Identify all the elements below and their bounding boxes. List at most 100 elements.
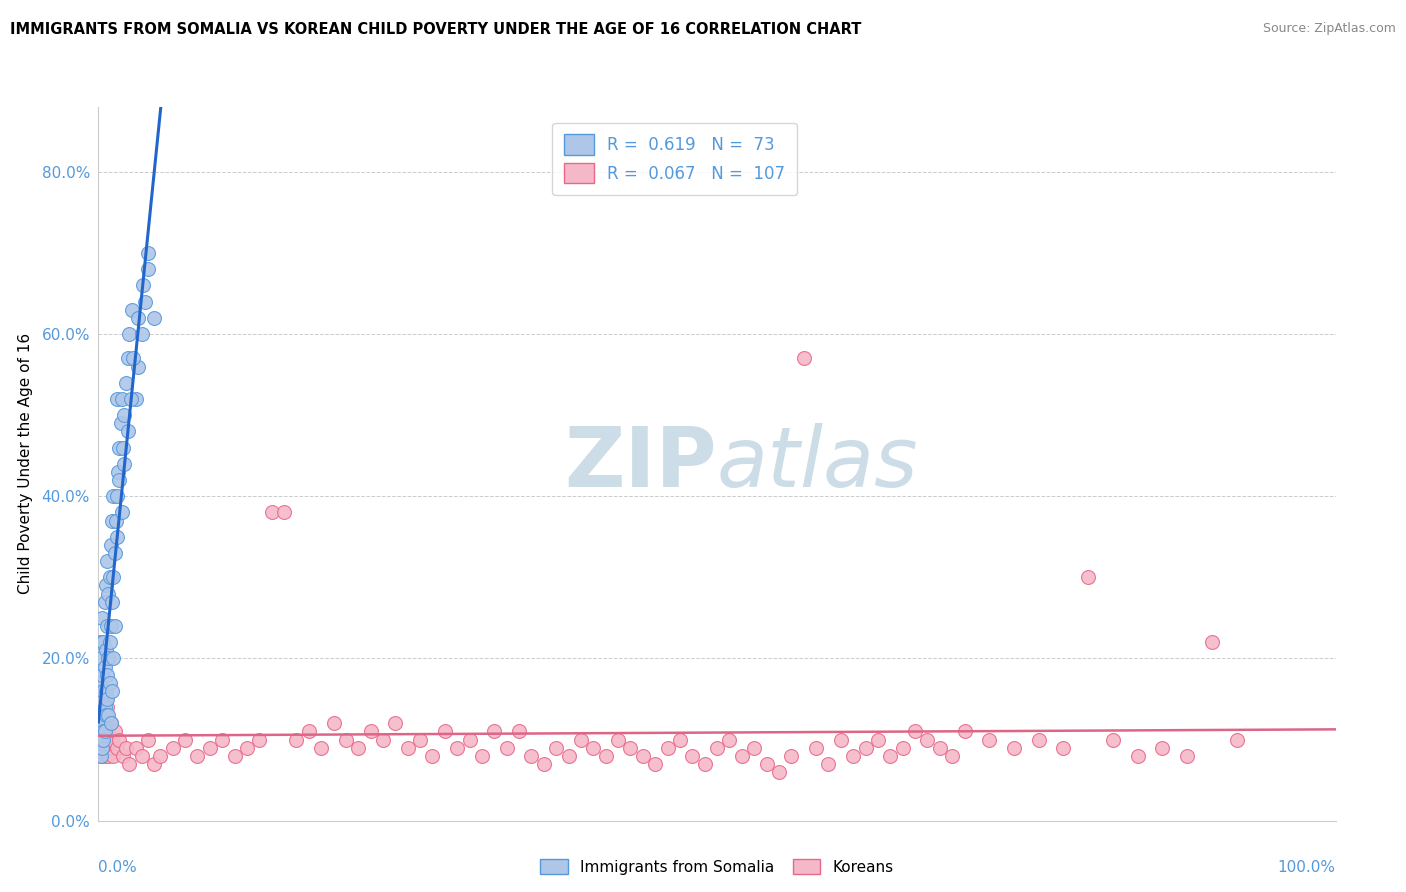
- Point: [136, 732, 159, 747]
- Point: [446, 740, 468, 755]
- Point: [118, 756, 141, 771]
- Point: [793, 351, 815, 366]
- Point: [607, 732, 630, 747]
- Point: [112, 457, 135, 471]
- Point: [105, 740, 128, 755]
- Point: [97, 748, 120, 763]
- Point: [96, 732, 118, 747]
- Point: [104, 514, 127, 528]
- Point: [103, 748, 125, 763]
- Point: [186, 748, 208, 763]
- Point: [396, 740, 419, 755]
- Point: [91, 740, 114, 755]
- Point: [520, 748, 543, 763]
- Point: [322, 716, 344, 731]
- Point: [409, 732, 432, 747]
- Point: [1152, 740, 1174, 755]
- Point: [105, 489, 128, 503]
- Point: [131, 748, 153, 763]
- Point: [1175, 748, 1198, 763]
- Point: [121, 302, 143, 317]
- Point: [98, 635, 121, 649]
- Point: [100, 716, 122, 731]
- Point: [953, 724, 976, 739]
- Point: [891, 740, 914, 755]
- Point: [941, 748, 963, 763]
- Point: [817, 756, 839, 771]
- Point: [855, 740, 877, 755]
- Point: [508, 724, 530, 739]
- Point: [124, 392, 146, 406]
- Point: [768, 764, 790, 779]
- Point: [335, 732, 357, 747]
- Point: [98, 732, 121, 747]
- Point: [124, 740, 146, 755]
- Point: [371, 732, 394, 747]
- Y-axis label: Child Poverty Under the Age of 16: Child Poverty Under the Age of 16: [18, 334, 34, 594]
- Point: [93, 684, 115, 698]
- Point: [842, 748, 865, 763]
- Point: [105, 392, 128, 406]
- Point: [100, 716, 122, 731]
- Point: [917, 732, 939, 747]
- Point: [780, 748, 803, 763]
- Point: [347, 740, 370, 755]
- Point: [93, 716, 115, 731]
- Point: [108, 732, 131, 747]
- Point: [484, 724, 506, 739]
- Point: [755, 756, 778, 771]
- Point: [101, 514, 124, 528]
- Point: [120, 392, 142, 406]
- Point: [93, 708, 115, 723]
- Point: [101, 595, 124, 609]
- Point: [669, 732, 692, 747]
- Point: [706, 740, 728, 755]
- Text: 0.0%: 0.0%: [98, 860, 138, 875]
- Point: [103, 570, 125, 584]
- Point: [90, 748, 112, 763]
- Point: [619, 740, 641, 755]
- Point: [90, 692, 112, 706]
- Point: [108, 441, 131, 455]
- Point: [149, 748, 172, 763]
- Point: [94, 692, 117, 706]
- Point: [131, 327, 153, 342]
- Point: [93, 635, 115, 649]
- Point: [143, 310, 166, 325]
- Point: [122, 351, 145, 366]
- Point: [94, 578, 117, 592]
- Point: [211, 732, 233, 747]
- Point: [96, 619, 118, 633]
- Point: [107, 465, 129, 479]
- Point: [595, 748, 617, 763]
- Point: [89, 675, 111, 690]
- Point: [96, 692, 118, 706]
- Point: [89, 708, 111, 723]
- Point: [117, 425, 139, 439]
- Point: [134, 294, 156, 309]
- Point: [557, 748, 579, 763]
- Point: [112, 441, 135, 455]
- Point: [136, 246, 159, 260]
- Point: [101, 732, 124, 747]
- Point: [174, 732, 197, 747]
- Point: [1077, 570, 1099, 584]
- Point: [97, 651, 120, 665]
- Point: [103, 619, 125, 633]
- Point: [693, 756, 716, 771]
- Point: [103, 489, 125, 503]
- Point: [631, 748, 654, 763]
- Point: [94, 643, 117, 657]
- Point: [866, 732, 889, 747]
- Point: [143, 756, 166, 771]
- Point: [422, 748, 444, 763]
- Point: [91, 716, 114, 731]
- Point: [731, 748, 754, 763]
- Point: [97, 724, 120, 739]
- Point: [879, 748, 901, 763]
- Point: [90, 692, 112, 706]
- Point: [93, 659, 115, 673]
- Point: [681, 748, 703, 763]
- Point: [830, 732, 852, 747]
- Point: [108, 473, 131, 487]
